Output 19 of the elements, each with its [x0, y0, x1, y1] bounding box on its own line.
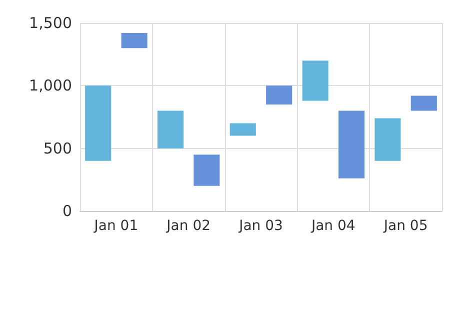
bar [157, 110, 184, 148]
bar [194, 154, 220, 186]
x-tick-label: Jan 03 [238, 218, 283, 234]
x-tick-label: Jan 05 [382, 218, 428, 234]
bar [266, 86, 292, 104]
bar [121, 33, 148, 48]
x-tick-label: Jan 01 [93, 218, 138, 234]
bar [230, 123, 256, 136]
y-tick-label: 0 [62, 202, 72, 220]
y-tick-label: 1,500 [29, 14, 72, 32]
bar [338, 110, 365, 178]
bar [374, 118, 401, 161]
y-tick-label: 1,000 [29, 76, 72, 95]
bar [302, 60, 328, 101]
x-tick-label: Jan 02 [166, 218, 211, 234]
y-tick-label: 500 [43, 139, 72, 158]
bar [410, 96, 437, 111]
x-tick-label: Jan 04 [310, 218, 356, 234]
bar [85, 86, 112, 161]
